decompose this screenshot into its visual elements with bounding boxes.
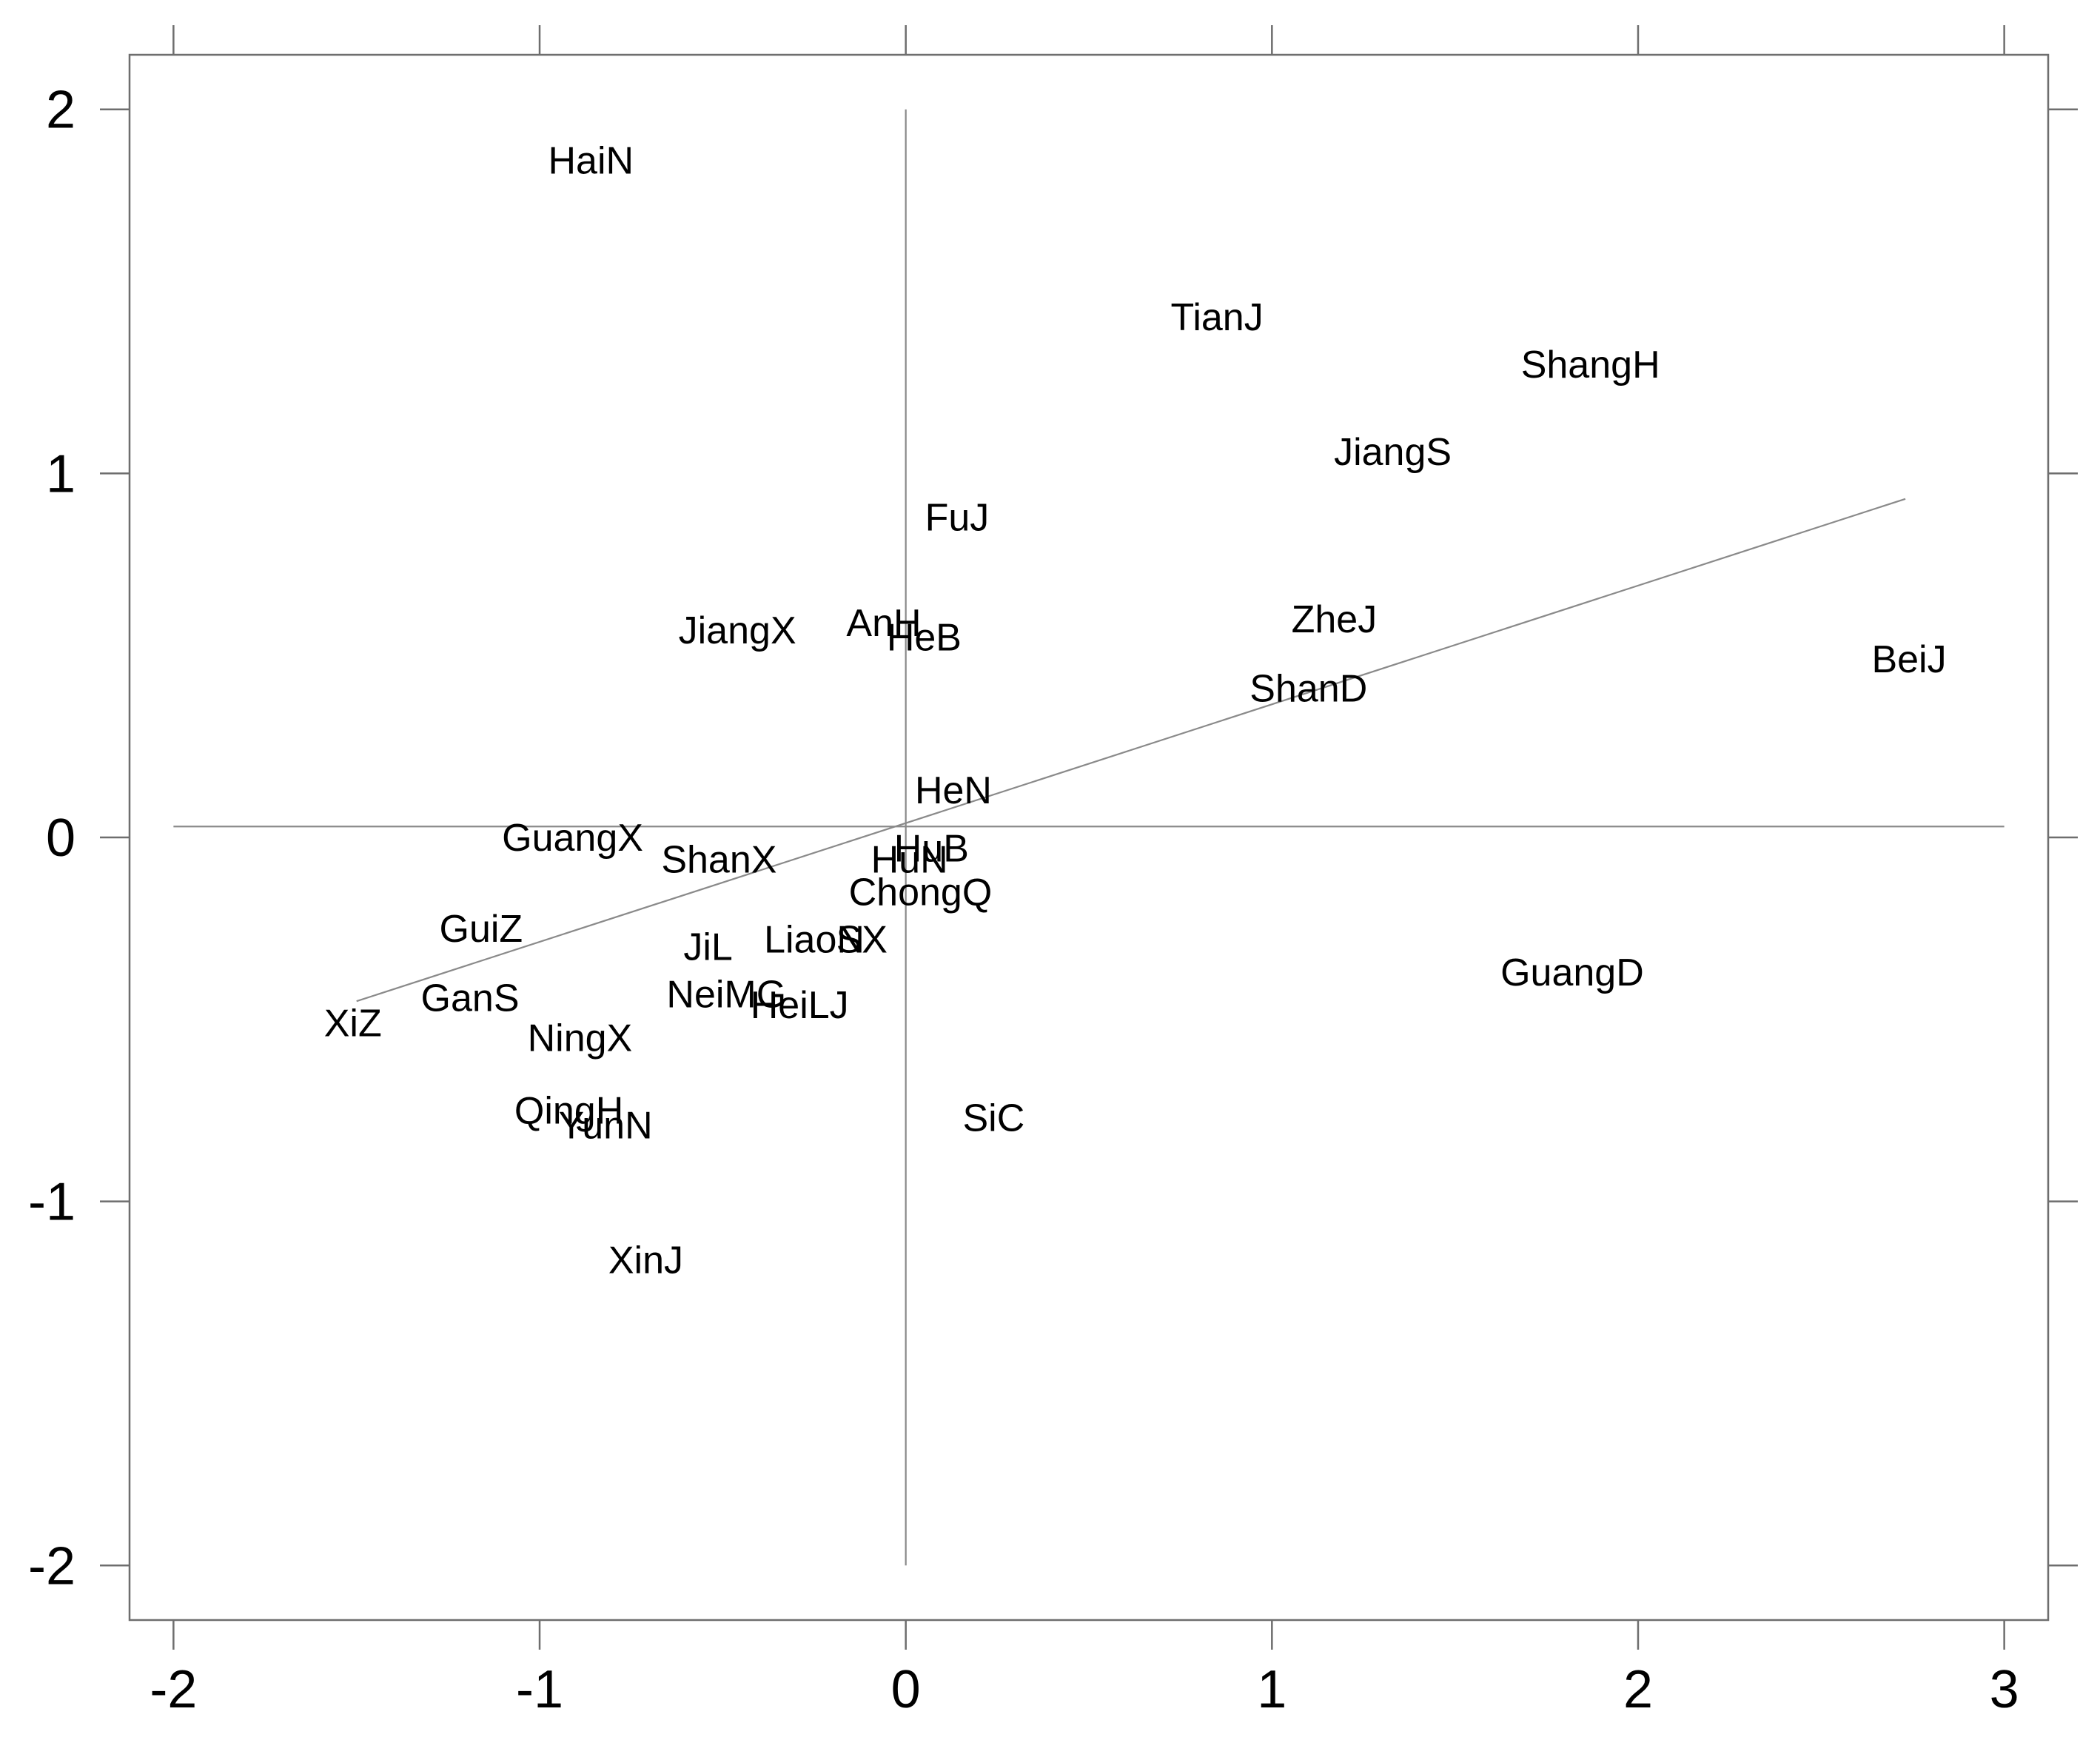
x-tick-label: -2: [150, 1660, 197, 1719]
point-label-beij: BeiJ: [1871, 638, 1946, 681]
point-label-guangd: GuangD: [1500, 951, 1644, 994]
point-label-anh: AnH: [846, 602, 921, 645]
y-tick-label: -1: [28, 1173, 76, 1232]
point-label-zhej: ZheJ: [1292, 598, 1378, 641]
point-label-chongq: ChongQ: [849, 871, 993, 914]
y-tick-label: 0: [46, 809, 76, 868]
point-label-hun: HuN: [871, 838, 948, 881]
x-tick-label: 2: [1623, 1660, 1653, 1719]
point-label-hen: HeN: [915, 769, 992, 812]
point-label-sx: SX: [836, 919, 888, 962]
y-tick-label: 1: [46, 444, 76, 503]
axis-ticks: -2 -1 0 1 2 3 -2 -1 0 1 2: [28, 25, 2078, 1719]
point-label-ningx: NingX: [528, 1017, 633, 1060]
point-label-neimg: NeiMG: [666, 973, 786, 1016]
point-label-liaon: LiaoN: [764, 919, 865, 962]
point-label-shangh: ShangH: [1521, 344, 1660, 387]
point-label-hain: HaiN: [548, 140, 634, 183]
point-label-jil: JiL: [683, 926, 732, 968]
x-tick-label: 0: [891, 1660, 921, 1719]
point-label-qingh: QingH: [514, 1090, 623, 1133]
point-label-gans: GanS: [421, 977, 520, 1020]
point-label-jiangs: JiangS: [1334, 431, 1452, 474]
x-tick-label: -1: [516, 1660, 563, 1719]
point-label-shand: ShanD: [1249, 667, 1367, 710]
fit-line: [356, 498, 1906, 1003]
y-tick-label: 2: [46, 81, 76, 140]
y-tick-label: -2: [28, 1536, 76, 1596]
point-label-heilj: HeiLJ: [751, 984, 849, 1027]
point-label-yunn: YunN: [558, 1104, 652, 1147]
point-label-guangx: GuangX: [502, 817, 643, 860]
point-label-hub: HuB: [894, 828, 969, 871]
point-label-sic: SiC: [962, 1097, 1024, 1140]
point-label-guiz: GuiZ: [440, 908, 523, 951]
point-label-heb: HeB: [887, 617, 962, 660]
point-label-tianj: TianJ: [1171, 296, 1264, 339]
point-label-xinj: XinJ: [608, 1239, 683, 1282]
x-tick-label: 3: [1990, 1660, 2019, 1719]
point-label-xiz: XiZ: [324, 1003, 382, 1045]
reference-lines: [173, 109, 2005, 1566]
point-label-jiangx: JiangX: [679, 609, 796, 652]
x-tick-label: 1: [1257, 1660, 1286, 1719]
point-label-fuj: FuJ: [925, 496, 990, 539]
fit-line-group: [356, 498, 1906, 1003]
point-label-shanx: ShanX: [661, 838, 776, 881]
